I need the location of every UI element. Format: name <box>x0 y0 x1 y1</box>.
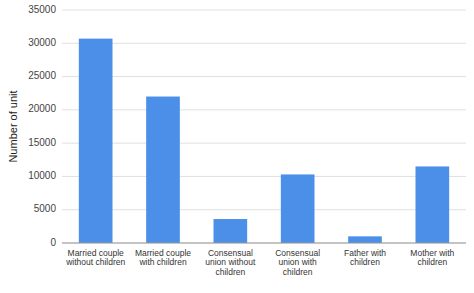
grid-line <box>62 243 466 244</box>
x-tick-label: Consensualunion withchildren <box>275 248 320 277</box>
y-tick-label: 35000 <box>28 4 56 15</box>
grid-line <box>62 176 466 177</box>
bar <box>281 174 315 243</box>
chart-container: 0 5000 10000 15000 20000 25000 30000 35000 Marri… <box>0 0 474 293</box>
x-tick-label: Mother withchildren <box>410 248 454 267</box>
y-axis-label: Number of unit <box>7 90 19 162</box>
x-tick-label: Married couplewithout children <box>65 248 125 267</box>
bars <box>79 39 449 243</box>
chart-svg: 0 5000 10000 15000 20000 25000 30000 35000 Marri… <box>0 0 474 293</box>
grid-line <box>62 109 466 110</box>
y-grid <box>62 10 466 243</box>
y-tick-label: 0 <box>50 237 56 248</box>
grid-line <box>62 76 466 77</box>
x-tick-label-line: children <box>215 267 245 277</box>
bar <box>416 166 450 243</box>
x-tick-label: Father withchildren <box>344 248 386 267</box>
x-tick-label-line: children <box>350 257 380 267</box>
grid-line <box>62 43 466 44</box>
grid-line <box>62 143 466 144</box>
bar <box>146 97 180 243</box>
y-tick-label: 15000 <box>28 137 56 148</box>
y-tick-label: 25000 <box>28 70 56 81</box>
x-axis-line <box>62 243 466 244</box>
y-tick-label: 10000 <box>28 170 56 181</box>
x-tick-label: Consensualunion withoutchildren <box>205 248 256 277</box>
y-tick-label: 20000 <box>28 103 56 114</box>
bar <box>79 39 113 243</box>
grid-line <box>62 209 466 210</box>
x-tick-labels: Married couplewithout children Married co… <box>65 248 454 277</box>
y-tick-label: 30000 <box>28 37 56 48</box>
x-tick-label-line: with children <box>138 257 187 267</box>
x-tick-label-line: children <box>283 267 313 277</box>
x-tick-label-line: without children <box>65 257 125 267</box>
y-tick-labels: 0 5000 10000 15000 20000 25000 30000 35000 <box>28 4 56 248</box>
y-tick-label: 5000 <box>34 203 57 214</box>
grid-line <box>62 10 466 11</box>
page: {"chart_data": {"type": "bar", "ylabel":… <box>0 0 474 293</box>
x-tick-label-line: children <box>417 257 447 267</box>
x-tick-label: Married couplewith children <box>135 248 191 267</box>
bar <box>348 236 382 243</box>
bar <box>214 219 248 243</box>
